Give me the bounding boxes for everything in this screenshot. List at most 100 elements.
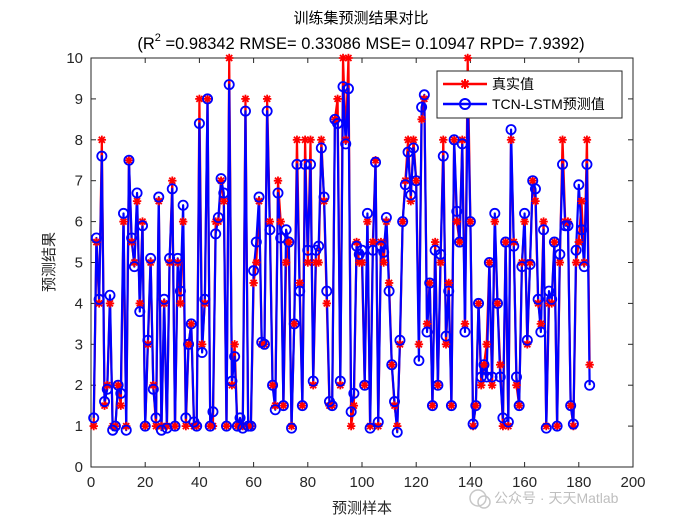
actual-point (116, 401, 126, 410)
wechat-icon (469, 489, 487, 507)
predicted-point (389, 396, 401, 408)
predicted-point (361, 207, 373, 219)
predicted-point (272, 187, 284, 199)
predicted-point (134, 306, 146, 318)
actual-point (463, 53, 472, 63)
predicted-point (407, 142, 419, 154)
actual-point (306, 135, 315, 144)
predicted-point (261, 105, 273, 117)
actual-point (433, 381, 443, 390)
predicted-point (394, 334, 406, 346)
x-tick-label: 200 (620, 474, 645, 491)
x-tick-label: 140 (458, 474, 483, 491)
actual-point (422, 319, 432, 329)
predicted-point (280, 224, 292, 236)
predicted-point (99, 396, 111, 408)
actual-point (430, 237, 440, 247)
predicted-point (505, 124, 517, 136)
predicted-point (267, 379, 279, 391)
predicted-point (467, 418, 479, 430)
actual-point (241, 94, 250, 104)
actual-point (574, 237, 583, 247)
actual-point (303, 258, 312, 267)
actual-point (219, 196, 228, 206)
legend-swatch-predicted-marker (459, 98, 471, 110)
predicted-point (294, 285, 306, 297)
actual-point (577, 196, 586, 206)
predicted-point (456, 138, 468, 150)
x-tick-label: 100 (349, 474, 374, 491)
predicted-point (258, 338, 270, 350)
predicted-point (359, 379, 371, 391)
predicted-point (464, 216, 476, 228)
subtitle-prefix: (R (137, 35, 154, 53)
predicted-point (489, 207, 501, 219)
predicted-point (521, 334, 533, 346)
actual-point (290, 319, 299, 329)
predicted-point (245, 420, 257, 432)
predicted-point (220, 420, 232, 432)
predicted-point (443, 285, 455, 297)
predicted-point (397, 216, 409, 228)
predicted-point (459, 326, 471, 338)
actual-point (528, 176, 537, 185)
predicted-point (169, 420, 181, 432)
predicted-point (399, 179, 411, 191)
predicted-point (218, 187, 230, 199)
predicted-point (126, 232, 138, 244)
subtitle-metrics: =0.98342 RMSE= 0.33086 MSE= 0.10947 RPD=… (161, 35, 585, 53)
predicted-point (142, 334, 154, 346)
series-markers (88, 53, 596, 438)
predicted-point (494, 371, 506, 383)
axis-ticks: 0 20 40 60 80 100 120 140 160 180 200 0 1 2 3 4 5 6 7 8 9 10 (66, 50, 645, 491)
predicted-point (296, 400, 308, 412)
predicted-point (212, 212, 224, 224)
actual-point (417, 115, 426, 124)
predicted-point (513, 400, 525, 412)
predicted-point (473, 297, 485, 309)
actual-point (322, 299, 331, 308)
watermark: 公众号 · 天天Matlab (469, 489, 619, 509)
actual-point (490, 217, 499, 226)
actual-point (452, 217, 462, 226)
predicted-point (204, 420, 216, 432)
actual-point (225, 53, 234, 63)
predicted-point (481, 371, 493, 383)
predicted-point (529, 183, 541, 195)
actual-point (141, 421, 150, 431)
watermark-text: 公众号 · 天天Matlab (494, 490, 619, 506)
predicted-point (153, 191, 165, 203)
predicted-point (199, 293, 211, 305)
predicted-point (483, 256, 495, 268)
predicted-point (215, 173, 227, 185)
predicted-point (440, 330, 452, 342)
predicted-point (248, 265, 260, 277)
y-tick-label: 4 (75, 295, 83, 312)
actual-point (539, 217, 548, 226)
predicted-point (120, 424, 132, 436)
predicted-point (128, 261, 140, 273)
actual-point (447, 401, 456, 410)
predicted-point (451, 205, 463, 217)
actual-point (295, 278, 304, 288)
predicted-point (96, 150, 108, 162)
actual-point (281, 258, 291, 267)
predicted-point (326, 400, 338, 412)
predicted-point (502, 416, 514, 428)
x-tick-label: 120 (404, 474, 429, 491)
actual-point (479, 360, 489, 369)
predicted-point (337, 81, 349, 93)
predicted-point (557, 158, 569, 170)
actual-point (414, 340, 424, 349)
actual-point (485, 258, 494, 267)
actual-point (184, 340, 193, 349)
predicted-point (445, 400, 457, 412)
predicted-point (166, 183, 178, 195)
chart-title: 训练集预测结果对比 (293, 10, 428, 27)
predicted-point (435, 248, 447, 260)
predicted-point (90, 232, 102, 244)
actual-point (531, 196, 540, 206)
predicted-point (426, 400, 438, 412)
actual-point (268, 381, 277, 390)
y-tick-label: 8 (75, 132, 83, 149)
